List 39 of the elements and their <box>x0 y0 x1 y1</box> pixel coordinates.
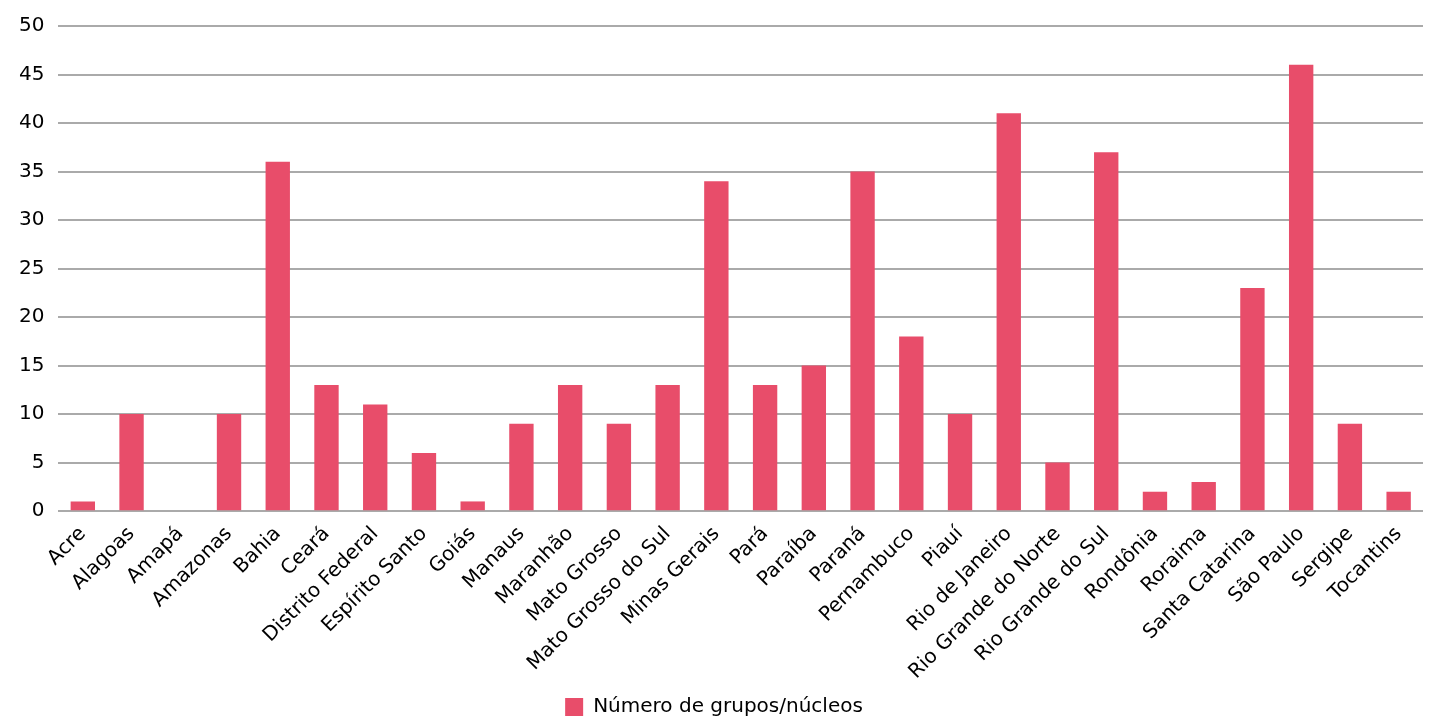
bar <box>119 414 144 511</box>
bar <box>363 404 388 511</box>
y-tick-label: 20 <box>19 303 45 328</box>
y-tick-label: 0 <box>31 497 45 522</box>
y-tick-label: 10 <box>19 400 45 425</box>
y-tick-label: 35 <box>19 157 45 182</box>
bar <box>850 171 875 511</box>
y-tick-label: 40 <box>19 109 45 134</box>
bar <box>1386 491 1411 511</box>
bar <box>1142 491 1168 511</box>
bar <box>1240 287 1265 511</box>
bar <box>1337 423 1363 511</box>
bar <box>899 336 924 511</box>
y-tick-label: 50 <box>19 12 45 37</box>
y-tick-label: 45 <box>19 60 45 85</box>
y-tick-label: 30 <box>19 206 45 231</box>
bar <box>216 414 242 511</box>
bar <box>996 113 1021 511</box>
y-tick-label: 15 <box>19 351 45 376</box>
legend-label: Número de grupos/núcleos <box>593 693 863 718</box>
bar <box>1045 462 1070 511</box>
y-tick-label: 5 <box>31 448 45 473</box>
bar <box>411 452 437 511</box>
bar <box>509 423 534 511</box>
bar <box>947 414 973 511</box>
bar <box>70 501 95 511</box>
bar <box>1094 152 1119 511</box>
bar <box>1288 64 1314 511</box>
bar <box>752 385 778 511</box>
bar <box>655 385 680 511</box>
bar <box>801 365 827 511</box>
bar <box>704 181 729 511</box>
y-tick-label: 25 <box>19 254 45 279</box>
bar <box>460 501 485 511</box>
bar <box>265 161 290 511</box>
bar <box>314 385 339 511</box>
bar <box>557 385 583 511</box>
bar <box>606 423 632 511</box>
bar <box>1191 482 1216 511</box>
